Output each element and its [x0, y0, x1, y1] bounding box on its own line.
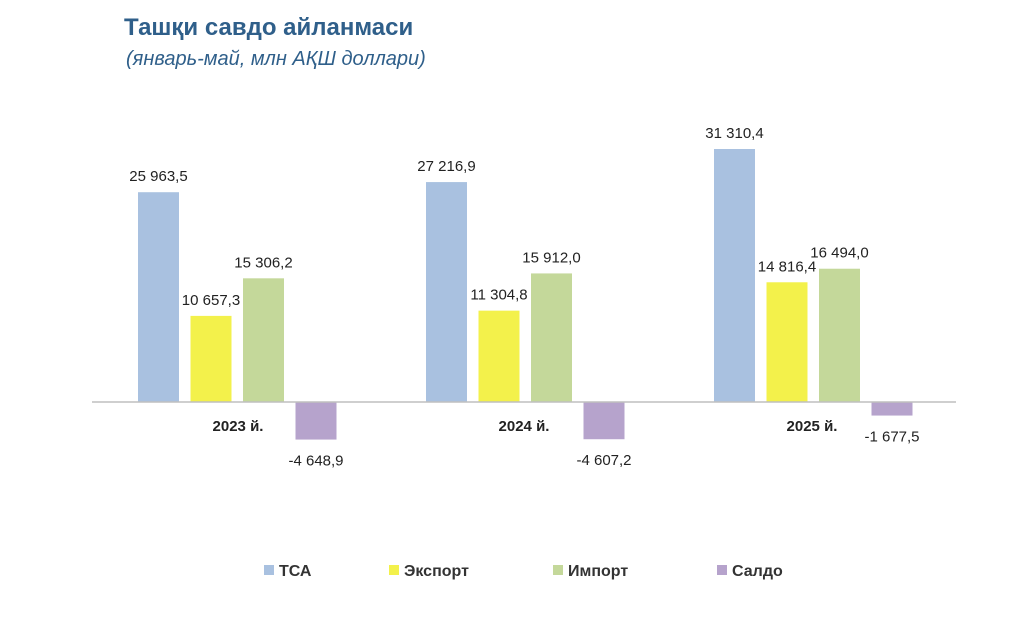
- bar-экспорт-3: [766, 282, 808, 402]
- bar-экспорт-1: [190, 315, 232, 402]
- data-label-импорт-1: 15 306,2: [234, 254, 292, 271]
- legend: ТСА Экспорт Импорт Салдо: [264, 563, 783, 580]
- labels-layer: 25 963,5 10 657,3 15 306,2 -4 648,9 27 216,9…: [129, 125, 919, 470]
- data-label-салдо-2: -4 607,2: [576, 452, 631, 469]
- legend-label-импорт: Импорт: [568, 563, 628, 580]
- legend-label-экспорт: Экспорт: [404, 563, 469, 580]
- bar-тса-2: [426, 182, 467, 402]
- legend-swatch-салдо: [717, 565, 727, 575]
- bar-тса-1: [138, 192, 179, 402]
- data-label-экспорт-2: 11 304,8: [470, 287, 527, 304]
- legend-swatch-тса: [264, 565, 274, 575]
- data-label-тса-2: 27 216,9: [417, 158, 475, 175]
- bar-экспорт-2: [478, 310, 520, 402]
- data-label-экспорт-1: 10 657,3: [182, 292, 240, 309]
- data-label-импорт-3: 16 494,0: [810, 245, 868, 262]
- bar-салдо-1: [295, 402, 337, 440]
- bars-layer: [138, 149, 913, 440]
- legend-swatch-экспорт: [389, 565, 399, 575]
- data-label-тса-1: 25 963,5: [129, 168, 187, 185]
- category-tick-label-1: 2023 й.: [213, 418, 264, 435]
- chart-subtitle: (январь-май, млн АҚШ доллари): [126, 48, 426, 70]
- category-tick-label-2: 2024 й.: [499, 418, 550, 435]
- data-label-салдо-3: -1 677,5: [864, 429, 919, 446]
- data-label-салдо-1: -4 648,9: [288, 453, 343, 470]
- data-label-тса-3: 31 310,4: [705, 125, 763, 142]
- chart-title: Ташқи савдо айланмаси: [124, 14, 414, 41]
- bar-импорт-1: [243, 278, 284, 402]
- bar-салдо-3: [871, 402, 913, 416]
- data-label-экспорт-3: 14 816,4: [758, 258, 816, 275]
- bar-импорт-3: [819, 268, 860, 402]
- legend-label-салдо: Салдо: [732, 563, 783, 580]
- bar-тса-3: [714, 149, 755, 402]
- bar-импорт-2: [531, 273, 572, 402]
- bar-салдо-2: [583, 402, 625, 440]
- legend-swatch-импорт: [553, 565, 563, 575]
- legend-label-тса: ТСА: [279, 563, 312, 580]
- category-ticks: 2023 й. 2024 й. 2025 й.: [213, 418, 838, 435]
- data-label-импорт-2: 15 912,0: [522, 249, 580, 266]
- category-tick-label-3: 2025 й.: [787, 418, 838, 435]
